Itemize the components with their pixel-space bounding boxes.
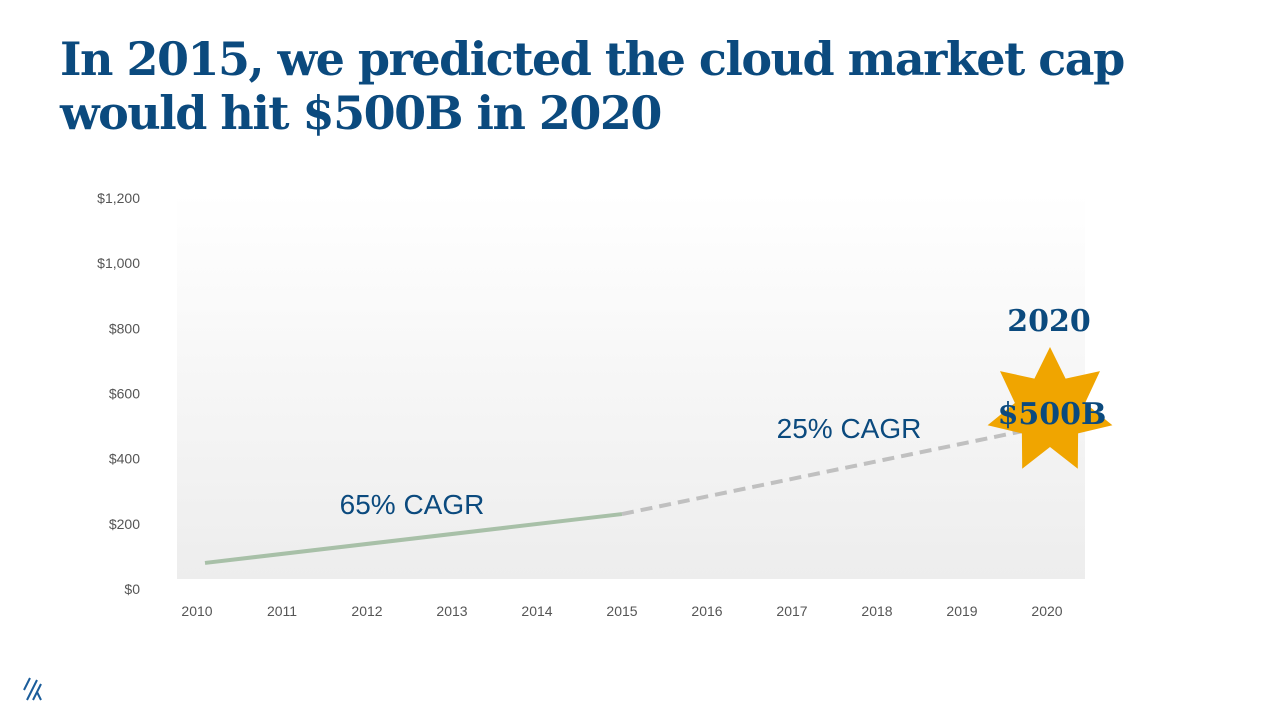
star-burst bbox=[987, 347, 1113, 469]
y-tick-label: $400 bbox=[109, 451, 140, 467]
y-tick-label: $1,200 bbox=[97, 190, 140, 206]
x-tick-label: 2015 bbox=[606, 603, 637, 619]
series-line-solid bbox=[204, 512, 623, 565]
title-line-2: would hit $500B in 2020 bbox=[60, 86, 662, 140]
y-tick-label: $200 bbox=[109, 516, 140, 532]
series-line-dashed bbox=[621, 424, 1048, 517]
logo-icon bbox=[23, 677, 42, 701]
y-tick-label: $1,000 bbox=[97, 255, 140, 271]
y-tick-label: $0 bbox=[124, 581, 140, 597]
x-tick-label: 2012 bbox=[351, 603, 382, 619]
title-line-1: In 2015, we predicted the cloud market c… bbox=[60, 32, 1125, 86]
x-tick-label: 2020 bbox=[1031, 603, 1062, 619]
star-value-label: $500B bbox=[998, 397, 1107, 432]
plot-area bbox=[177, 193, 1085, 579]
x-tick-label: 2016 bbox=[691, 603, 722, 619]
cagr-label-1: 65% CAGR bbox=[340, 489, 485, 520]
x-tick-label: 2011 bbox=[267, 603, 297, 619]
x-tick-label: 2017 bbox=[776, 603, 807, 619]
x-tick-label: 2014 bbox=[521, 603, 552, 619]
y-tick-label: $600 bbox=[109, 386, 140, 402]
page-title: In 2015, we predicted the cloud market c… bbox=[60, 32, 1210, 140]
x-tick-label: 2013 bbox=[436, 603, 467, 619]
y-tick-label: $800 bbox=[109, 320, 140, 336]
x-tick-label: 2010 bbox=[181, 603, 212, 619]
x-tick-label: 2018 bbox=[861, 603, 892, 619]
x-tick-label: 2019 bbox=[946, 603, 977, 619]
cagr-label-2: 25% CAGR bbox=[777, 413, 922, 444]
star-year-label: 2020 bbox=[1007, 304, 1091, 339]
